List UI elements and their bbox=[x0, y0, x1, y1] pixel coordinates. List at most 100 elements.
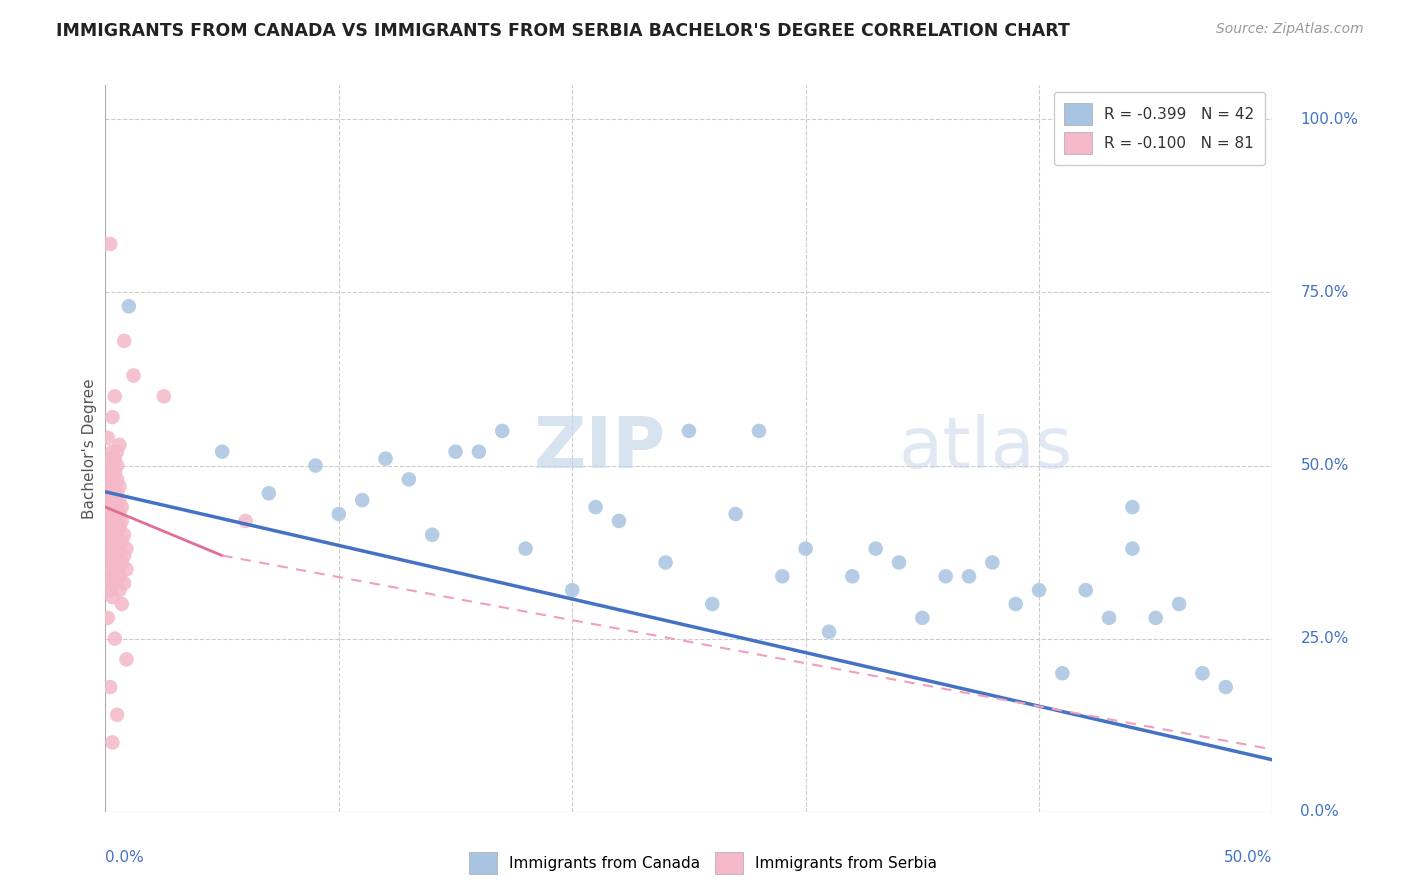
Point bbox=[108, 541, 131, 556]
Point bbox=[491, 424, 513, 438]
Point bbox=[235, 514, 257, 528]
Point bbox=[1215, 680, 1237, 694]
Point bbox=[561, 583, 583, 598]
Text: 0.0%: 0.0% bbox=[1301, 805, 1339, 819]
Point bbox=[98, 549, 121, 563]
Point bbox=[97, 541, 120, 556]
Text: 75.0%: 75.0% bbox=[1301, 285, 1348, 300]
Point bbox=[304, 458, 326, 473]
Point bbox=[108, 583, 131, 598]
Point bbox=[1052, 666, 1074, 681]
Point bbox=[444, 444, 467, 458]
Point bbox=[101, 735, 124, 749]
Point bbox=[97, 472, 120, 486]
Text: 50.0%: 50.0% bbox=[1301, 458, 1348, 473]
Point bbox=[101, 528, 124, 542]
Point bbox=[770, 569, 793, 583]
Text: atlas: atlas bbox=[898, 414, 1073, 483]
Point bbox=[111, 597, 134, 611]
Point bbox=[105, 486, 128, 500]
Point bbox=[98, 237, 121, 252]
Point bbox=[328, 507, 350, 521]
Point bbox=[678, 424, 700, 438]
Point bbox=[1004, 597, 1026, 611]
Text: 25.0%: 25.0% bbox=[1301, 632, 1348, 646]
Point bbox=[98, 521, 121, 535]
Point bbox=[101, 569, 124, 583]
Point bbox=[352, 493, 374, 508]
Point bbox=[97, 576, 120, 591]
Point bbox=[98, 493, 121, 508]
Point bbox=[97, 431, 120, 445]
Point bbox=[104, 556, 127, 570]
Point bbox=[398, 472, 420, 486]
Point bbox=[115, 562, 138, 576]
Point bbox=[111, 534, 134, 549]
Point bbox=[1168, 597, 1191, 611]
Point bbox=[104, 493, 127, 508]
Point bbox=[98, 466, 121, 480]
Point bbox=[104, 466, 127, 480]
Point bbox=[97, 500, 120, 514]
Point bbox=[1074, 583, 1097, 598]
Point bbox=[515, 541, 537, 556]
Point bbox=[115, 541, 138, 556]
Point bbox=[104, 534, 127, 549]
Point bbox=[118, 299, 141, 313]
Text: 100.0%: 100.0% bbox=[1301, 112, 1358, 127]
Point bbox=[105, 549, 128, 563]
Point bbox=[105, 562, 128, 576]
Point bbox=[108, 569, 131, 583]
Point bbox=[607, 514, 630, 528]
Point bbox=[112, 549, 135, 563]
Point bbox=[585, 500, 607, 514]
Point bbox=[108, 507, 131, 521]
Text: IMMIGRANTS FROM CANADA VS IMMIGRANTS FROM SERBIA BACHELOR'S DEGREE CORRELATION C: IMMIGRANTS FROM CANADA VS IMMIGRANTS FRO… bbox=[56, 22, 1070, 40]
Point bbox=[105, 514, 128, 528]
Point bbox=[104, 389, 127, 403]
Point bbox=[818, 624, 841, 639]
Point bbox=[105, 528, 128, 542]
Point bbox=[748, 424, 770, 438]
Point bbox=[101, 458, 124, 473]
Point bbox=[108, 521, 131, 535]
Point bbox=[105, 472, 128, 486]
Point bbox=[98, 680, 121, 694]
Point bbox=[112, 334, 135, 348]
Point bbox=[935, 569, 957, 583]
Point bbox=[420, 528, 443, 542]
Point bbox=[654, 556, 676, 570]
Point bbox=[108, 493, 131, 508]
Text: Source: ZipAtlas.com: Source: ZipAtlas.com bbox=[1216, 22, 1364, 37]
Point bbox=[105, 458, 128, 473]
Point bbox=[115, 652, 138, 666]
Text: ZIP: ZIP bbox=[533, 414, 665, 483]
Point bbox=[97, 486, 120, 500]
Point bbox=[887, 556, 910, 570]
Point bbox=[105, 707, 128, 722]
Point bbox=[794, 541, 817, 556]
Point bbox=[911, 611, 934, 625]
Point bbox=[211, 444, 233, 458]
Point bbox=[98, 562, 121, 576]
Point bbox=[1028, 583, 1050, 598]
Point bbox=[108, 479, 131, 493]
Point bbox=[1098, 611, 1121, 625]
Point bbox=[97, 611, 120, 625]
Point bbox=[724, 507, 747, 521]
Point bbox=[104, 521, 127, 535]
Point bbox=[97, 458, 120, 473]
Point bbox=[104, 479, 127, 493]
Point bbox=[702, 597, 724, 611]
Point bbox=[112, 528, 135, 542]
Point bbox=[122, 368, 145, 383]
Point bbox=[98, 507, 121, 521]
Point bbox=[1121, 500, 1143, 514]
Point bbox=[101, 514, 124, 528]
Point bbox=[98, 583, 121, 598]
Point bbox=[101, 444, 124, 458]
Point bbox=[105, 444, 128, 458]
Point bbox=[97, 514, 120, 528]
Point bbox=[98, 534, 121, 549]
Point bbox=[257, 486, 280, 500]
